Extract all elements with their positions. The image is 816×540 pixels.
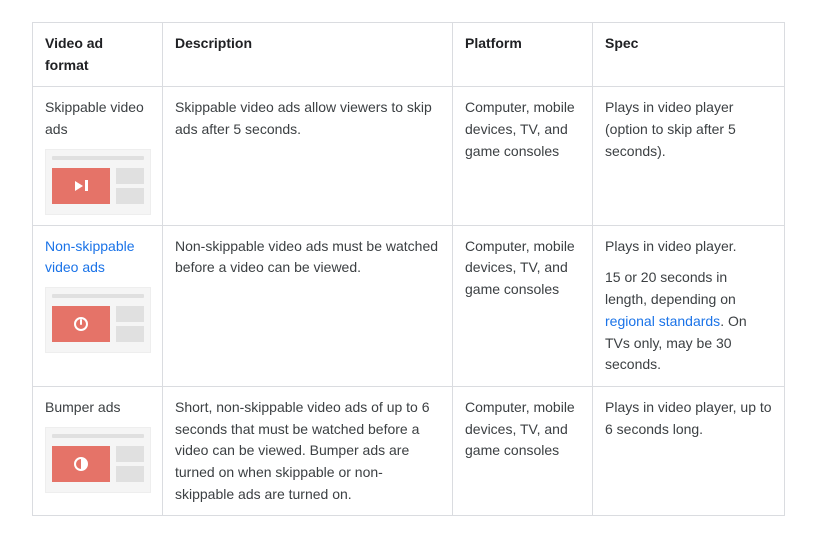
format-title: Bumper ads	[45, 397, 150, 419]
format-cell: Non-skippable video ads	[33, 225, 163, 386]
description-cell: Non-skippable video ads must be watched …	[163, 225, 453, 386]
regional-standards-link[interactable]: regional standards	[605, 313, 720, 329]
spec-cell: Plays in video player, up to 6 seconds l…	[593, 386, 785, 515]
thumbnail-placeholder	[116, 326, 144, 342]
platform-cell: Computer, mobile devices, TV, and game c…	[453, 386, 593, 515]
skip-icon	[75, 180, 88, 191]
format-title: Skippable video ads	[45, 97, 150, 140]
noskip-icon	[73, 316, 89, 332]
col-header-platform: Platform	[453, 23, 593, 87]
thumbnail-placeholder	[116, 446, 144, 462]
spec-cell: Plays in video player. 15 or 20 seconds …	[593, 225, 785, 386]
thumbnail-player	[52, 168, 110, 204]
spec-text: 15 or 20 seconds in length, depending on	[605, 269, 736, 307]
format-title-link[interactable]: Non-skippable video ads	[45, 236, 150, 279]
table-header-row: Video ad format Description Platform Spe…	[33, 23, 785, 87]
thumbnail-player	[52, 446, 110, 482]
spec-cell: Plays in video player (option to skip af…	[593, 87, 785, 225]
thumbnail-placeholder	[116, 306, 144, 322]
platform-cell: Computer, mobile devices, TV, and game c…	[453, 225, 593, 386]
thumbnail-topbar	[52, 434, 144, 438]
thumbnail-frame	[45, 149, 151, 215]
table-row: Bumper ads	[33, 386, 785, 515]
thumbnail-player	[52, 306, 110, 342]
description-cell: Skippable video ads allow viewers to ski…	[163, 87, 453, 225]
spec-text: Plays in video player, up to 6 seconds l…	[605, 399, 772, 437]
format-cell: Skippable video ads	[33, 87, 163, 225]
col-header-spec: Spec	[593, 23, 785, 87]
col-header-format: Video ad format	[33, 23, 163, 87]
bumper-icon	[73, 456, 89, 472]
format-thumbnail	[45, 149, 150, 215]
format-thumbnail	[45, 427, 150, 493]
thumbnail-topbar	[52, 156, 144, 160]
thumbnail-placeholder	[116, 466, 144, 482]
table-row: Non-skippable video ads	[33, 225, 785, 386]
format-thumbnail	[45, 287, 150, 353]
table-row: Skippable video ads Skippable video	[33, 87, 785, 225]
spec-text: Plays in video player.	[605, 238, 737, 254]
description-cell: Short, non-skippable video ads of up to …	[163, 386, 453, 515]
thumbnail-frame	[45, 287, 151, 353]
spec-text: Plays in video player (option to skip af…	[605, 99, 736, 158]
thumbnail-placeholder	[116, 188, 144, 204]
format-cell: Bumper ads	[33, 386, 163, 515]
thumbnail-frame	[45, 427, 151, 493]
col-header-description: Description	[163, 23, 453, 87]
platform-cell: Computer, mobile devices, TV, and game c…	[453, 87, 593, 225]
video-ad-formats-table: Video ad format Description Platform Spe…	[32, 22, 785, 516]
thumbnail-placeholder	[116, 168, 144, 184]
thumbnail-topbar	[52, 294, 144, 298]
